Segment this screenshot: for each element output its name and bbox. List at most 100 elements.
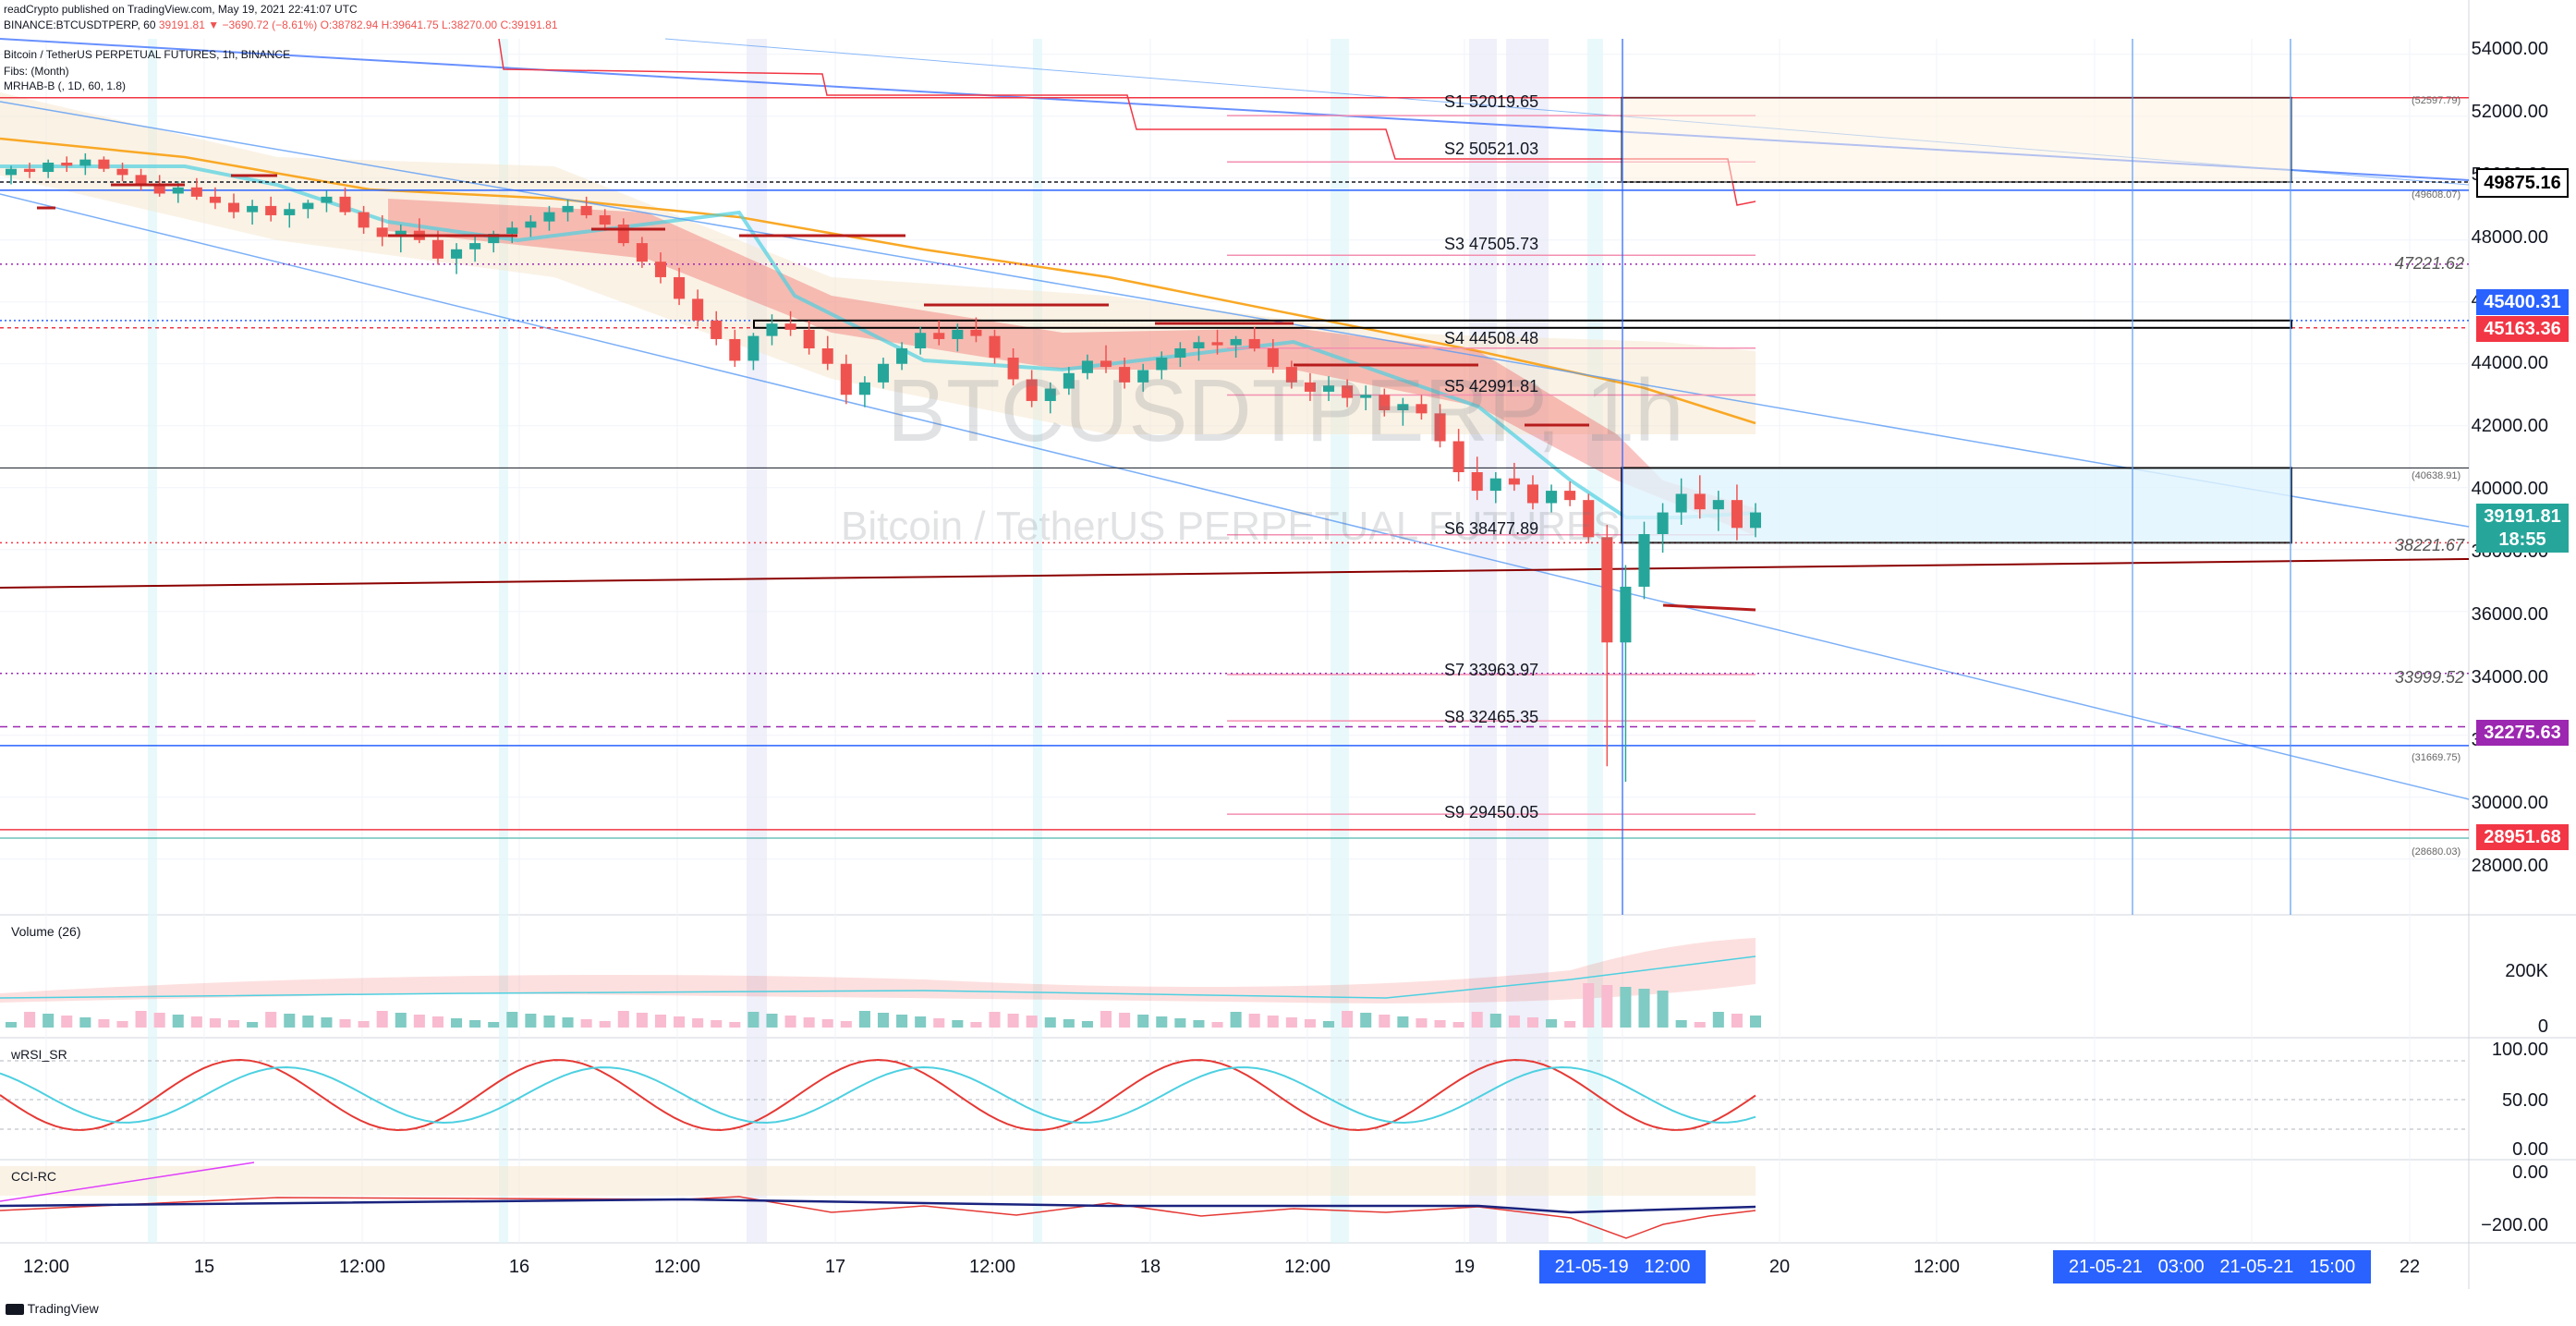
candle-body [803,329,815,348]
fib-label-s3: S3 47505.73 [1444,235,1539,253]
y-tick: 44000.00 [2471,353,2548,373]
volume-bar [1397,1016,1409,1028]
candle-body [562,205,574,213]
candle-body [1731,500,1743,529]
candle-body [1397,404,1409,410]
volume-bar [265,1012,277,1028]
volume-bar [1526,1017,1539,1028]
volume-bar [1416,1018,1428,1028]
volume-bar [1749,1016,1762,1028]
candle-body [970,329,982,336]
candle-body [153,184,165,194]
volume-bar [61,1016,73,1028]
price-label-45163: 45163.36 [2476,316,2569,342]
cci-tick: −200.00 [2481,1215,2548,1235]
y-tick: 48000.00 [2471,227,2548,248]
candle-body [302,202,314,210]
candle-body [915,333,927,348]
candle-body [1211,342,1223,346]
volume-tick: 0 [2537,1016,2548,1037]
candle-body [1694,493,1706,510]
rsi-tick: 50.00 [2501,1090,2548,1111]
volume-bar [506,1012,518,1028]
price-label-last: 39191.81 [2476,504,2569,529]
volume-bar [1323,1021,1335,1028]
candle-body [488,234,500,244]
x-range-start-time: 03:00 [2157,1257,2205,1277]
volume-bar [1694,1022,1706,1028]
fib-label-s7: S7 33963.97 [1444,661,1539,679]
candle-body [766,323,778,336]
volume-band [0,938,1756,1004]
volume-bar [617,1011,629,1028]
candle-body [506,227,518,235]
candle-body [896,348,908,364]
candle-body [821,348,833,364]
volume-bar [302,1016,314,1028]
ha-line [0,164,1756,519]
volume-bar [711,1020,723,1028]
price-label-32275: 32275.63 [2476,720,2569,746]
volume-bar [1712,1012,1724,1028]
candle-body [525,221,537,228]
fib-label-s1: S1 52019.65 [1444,92,1539,111]
volume-bar [1026,1016,1038,1028]
volume-bar [970,1022,982,1028]
price-label-45400: 45400.31 [2476,289,2569,315]
candle-body [729,338,741,361]
candle-body [952,329,964,339]
volume-bar [840,1021,852,1028]
volume-bar [1137,1015,1149,1028]
volume-bar [1471,1012,1483,1028]
volume-bar [1452,1022,1464,1028]
x-range-end-time: 15:00 [2309,1257,2356,1277]
candle-body [674,276,686,299]
candle-body [1675,493,1687,513]
trendline-mid [0,101,2470,528]
candle-body [376,227,388,237]
volume-bar [580,1019,592,1028]
candle-body [321,196,333,203]
volume-bar [1379,1015,1391,1028]
candle-body [1712,500,1724,510]
volume-bar [803,1017,815,1028]
session-stripe [1033,39,1042,1243]
price-label-28951: 28951.68 [2476,824,2569,850]
y-tick: 30000.00 [2471,793,2548,813]
x-tick: 12:00 [338,1257,386,1277]
volume-bar [1248,1014,1260,1028]
fib-label-s2: S2 50521.03 [1444,140,1539,158]
x-tick: 12:00 [653,1257,701,1277]
volume-label: Volume (26) [11,924,81,939]
symbol-low: L:38270.00 [442,18,498,31]
candle-body [599,214,611,225]
tradingview-logo[interactable]: TradingView [6,1301,99,1316]
volume-bar [1230,1012,1242,1028]
candle-body [395,230,407,237]
candle-body [1601,537,1613,643]
candle-body [747,335,759,361]
volume-bar [1583,983,1595,1028]
study-fibs: Fibs: (Month) [4,65,69,78]
volume-bar [135,1011,147,1028]
volume-bar [1285,1017,1297,1028]
ha-step [1662,603,1756,612]
candle-body [43,163,55,173]
volume-bar [1546,1019,1558,1028]
volume-bar [431,1016,444,1028]
volume-bar [1193,1020,1205,1028]
candle-body [1638,534,1650,587]
volume-bar [858,1011,870,1028]
volume-bar [488,1022,500,1028]
symbol-line: BINANCE:BTCUSDTPERP, 60 39191.81 ▼ −3690… [4,18,558,31]
volume-bar [116,1021,128,1028]
x-tick: 19 [1453,1257,1476,1277]
volume-bar [599,1021,611,1028]
watermark-ticker: BTCUSDTPERP, 1h [887,361,1684,460]
volume-bar [766,1014,778,1028]
candle-body [190,187,202,197]
candle-body [1546,491,1558,504]
candle-body [1063,372,1075,389]
volume-bar [284,1014,296,1028]
